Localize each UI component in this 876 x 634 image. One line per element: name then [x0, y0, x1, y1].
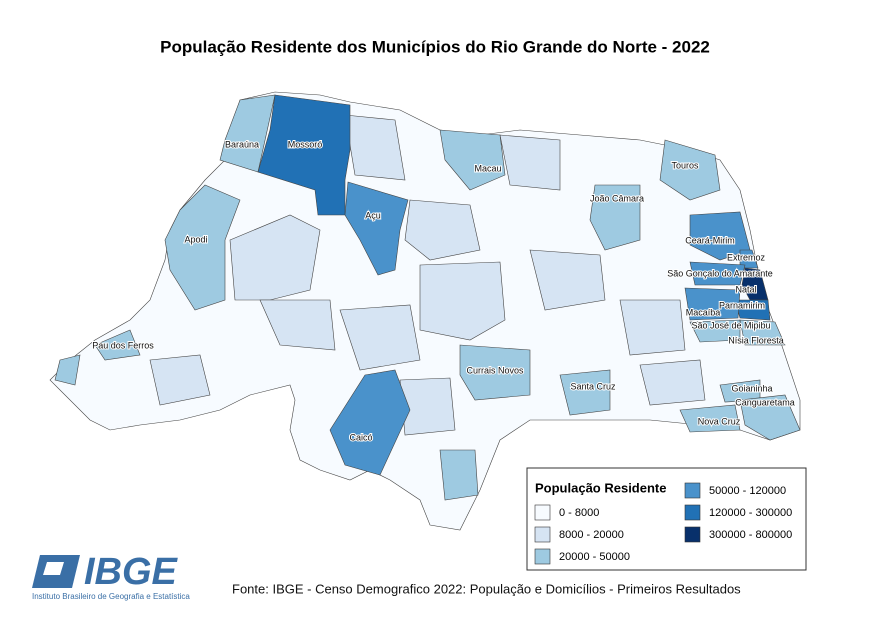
municipality	[344, 181, 409, 276]
municipality	[339, 304, 421, 371]
municipality	[499, 134, 561, 191]
municipality-label: Pau dos Ferros	[92, 340, 154, 350]
legend-swatch	[534, 548, 551, 565]
municipality	[459, 344, 531, 401]
municipality	[439, 129, 506, 191]
municipality	[439, 449, 479, 501]
municipality	[659, 139, 721, 201]
municipality-label: Nova Cruz	[698, 416, 741, 426]
legend-label: 120000 - 300000	[709, 507, 792, 519]
legend-swatch	[684, 526, 701, 543]
municipality	[54, 354, 81, 386]
municipality	[639, 359, 706, 406]
municipality	[589, 184, 641, 251]
municipality-label: Goianinha	[731, 383, 772, 393]
municipality-label: Caicó	[349, 432, 372, 442]
logo-mark	[43, 562, 64, 575]
state-map	[49, 91, 801, 531]
legend-title: População Residente	[535, 480, 666, 495]
ibge-logo: IBGE Instituto Brasileiro de Geografia e…	[32, 551, 190, 601]
map-title: População Residente dos Municípios do Ri…	[160, 37, 710, 56]
legend-swatch	[684, 504, 701, 521]
municipality	[559, 369, 611, 416]
municipality	[149, 354, 211, 406]
legend-swatch	[534, 526, 551, 543]
municipality	[219, 94, 276, 173]
municipality-labels: Baraúna Mossoró Macau Touros João Câmara…	[91, 138, 796, 443]
municipality-label: Macaíba	[686, 307, 721, 317]
municipality	[259, 299, 336, 351]
legend-label: 300000 - 800000	[709, 529, 792, 541]
municipality-label: Ceará-Mirim	[685, 235, 735, 245]
logo-subtitle: Instituto Brasileiro de Geografia e Esta…	[32, 592, 190, 601]
municipality	[229, 214, 321, 301]
municipality-label: Apodi	[184, 234, 207, 244]
municipality-label: Macau	[474, 163, 501, 173]
municipality-label: Canguaretama	[735, 397, 795, 407]
municipality-label: Extremoz	[727, 252, 766, 262]
municipality	[689, 261, 746, 286]
municipality	[739, 249, 759, 269]
municipality	[94, 329, 141, 361]
municipality	[739, 394, 801, 441]
municipality-label: Touros	[671, 160, 699, 170]
municipality	[164, 184, 241, 311]
municipality	[619, 299, 686, 356]
municipality-label: Mossoró	[288, 139, 323, 149]
municipality-label: Currais Novos	[466, 365, 524, 375]
municipality-label: São Gonçalo do Amarante	[667, 268, 773, 278]
legend-label: 0 - 8000	[559, 507, 599, 519]
legend-swatch	[534, 504, 551, 521]
municipality	[529, 249, 606, 311]
municipality	[257, 94, 351, 216]
municipality-label: Açu	[365, 210, 381, 220]
source-note: Fonte: IBGE - Censo Demografico 2022: Po…	[232, 581, 741, 596]
municipality	[689, 211, 751, 261]
legend-label: 20000 - 50000	[559, 551, 630, 563]
municipality	[419, 261, 506, 341]
legend: População Residente 0 - 8000 8000 - 20000…	[526, 467, 807, 571]
municipality-label: Natal	[735, 284, 756, 294]
municipality-label: Parnamirim	[719, 300, 765, 310]
municipality-label: Nísia Floresta	[728, 335, 784, 345]
municipality	[689, 319, 741, 343]
municipality	[329, 369, 411, 476]
municipality	[344, 114, 406, 181]
logo-name: IBGE	[84, 551, 179, 593]
legend-label: 50000 - 120000	[709, 485, 786, 497]
municipality-label: Santa Cruz	[570, 381, 616, 391]
municipality-label: Baraúna	[225, 139, 259, 149]
municipality	[679, 404, 741, 433]
legend-label: 8000 - 20000	[559, 529, 624, 541]
municipality	[684, 287, 741, 321]
legend-box	[526, 467, 807, 571]
municipality-label: João Câmara	[590, 193, 644, 203]
municipality-label: São José de Mipibu	[691, 320, 770, 330]
municipality	[739, 319, 786, 346]
legend-swatch	[684, 482, 701, 499]
municipality	[404, 199, 481, 261]
